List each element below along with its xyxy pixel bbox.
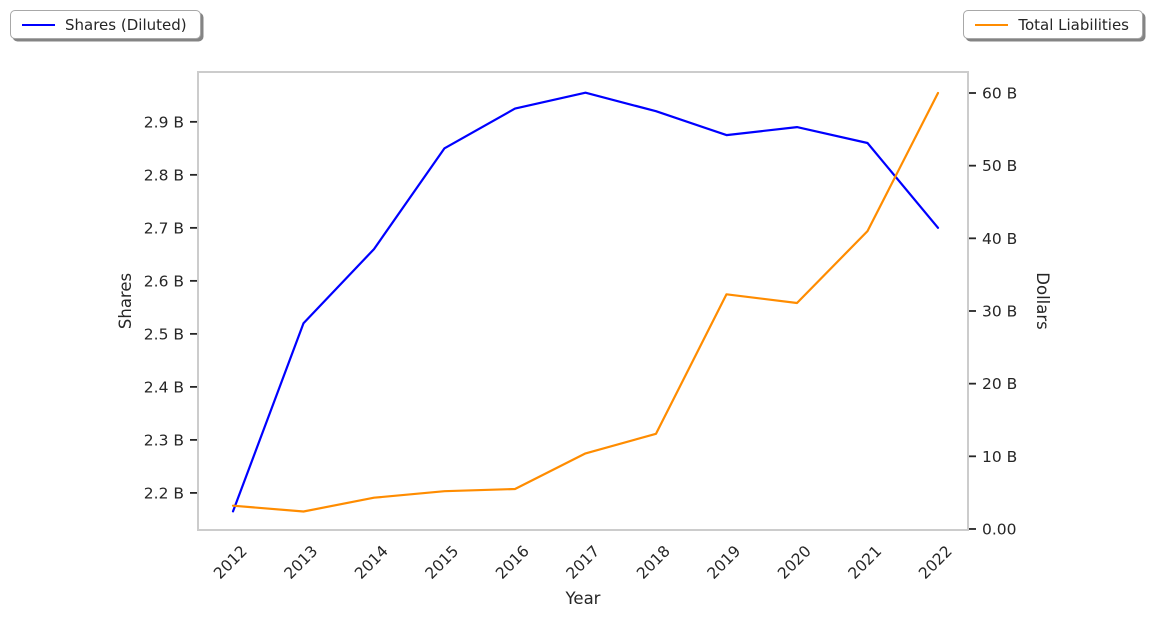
legend-shares-diluted: Shares (Diluted) xyxy=(10,10,201,39)
y-left-tick-label: 2.6 B xyxy=(144,272,184,290)
x-tick-label: 2019 xyxy=(704,542,745,583)
x-tick-label: 2022 xyxy=(915,542,956,583)
y-left-tick-label: 2.9 B xyxy=(144,113,184,131)
y-right-tick-label: 20 B xyxy=(982,375,1017,393)
x-tick-label: 2018 xyxy=(633,542,674,583)
x-tick-label: 2016 xyxy=(492,542,533,583)
x-tick-label: 2014 xyxy=(351,542,392,583)
y-left-tick-label: 2.5 B xyxy=(144,325,184,343)
series-line-shares-diluted xyxy=(231,91,940,513)
x-tick-label: 2017 xyxy=(563,542,604,583)
y-left-tick-label: 2.7 B xyxy=(144,219,184,237)
y-left-tick-label: 2.4 B xyxy=(144,378,184,396)
legend-liabilities-label: Total Liabilities xyxy=(1018,15,1129,34)
y-left-tick-label: 2.3 B xyxy=(144,431,184,449)
y-right-tick-label: 40 B xyxy=(982,230,1017,248)
blue-line-sample-icon xyxy=(22,23,55,26)
y-right-tick-label: 50 B xyxy=(982,157,1017,175)
series-line-total-liabilities xyxy=(231,91,940,513)
orange-line-sample-icon xyxy=(975,23,1009,26)
x-tick-label: 2012 xyxy=(210,542,251,583)
y-left-tick-label: 2.2 B xyxy=(144,484,184,502)
y-right-tick-label: 10 B xyxy=(982,448,1017,466)
legend-shares-label: Shares (Diluted) xyxy=(65,15,187,34)
legend-total-liabilities: Total Liabilities xyxy=(963,10,1143,39)
y-left-axis-label: Shares xyxy=(116,273,135,329)
y-right-tick-label: 60 B xyxy=(982,84,1017,102)
y-left-tick-label: 2.8 B xyxy=(144,166,184,184)
x-tick-label: 2015 xyxy=(422,542,463,583)
y-right-tick-label: 30 B xyxy=(982,302,1017,320)
y-right-tick-label: 0.00 xyxy=(982,520,1017,538)
x-tick-label: 2021 xyxy=(845,542,886,583)
y-right-axis-label: Dollars xyxy=(1033,272,1052,329)
x-tick-label: 2020 xyxy=(774,542,815,583)
x-axis-label: Year xyxy=(565,589,601,608)
x-tick-label: 2013 xyxy=(281,542,322,583)
plot-border xyxy=(197,71,969,531)
